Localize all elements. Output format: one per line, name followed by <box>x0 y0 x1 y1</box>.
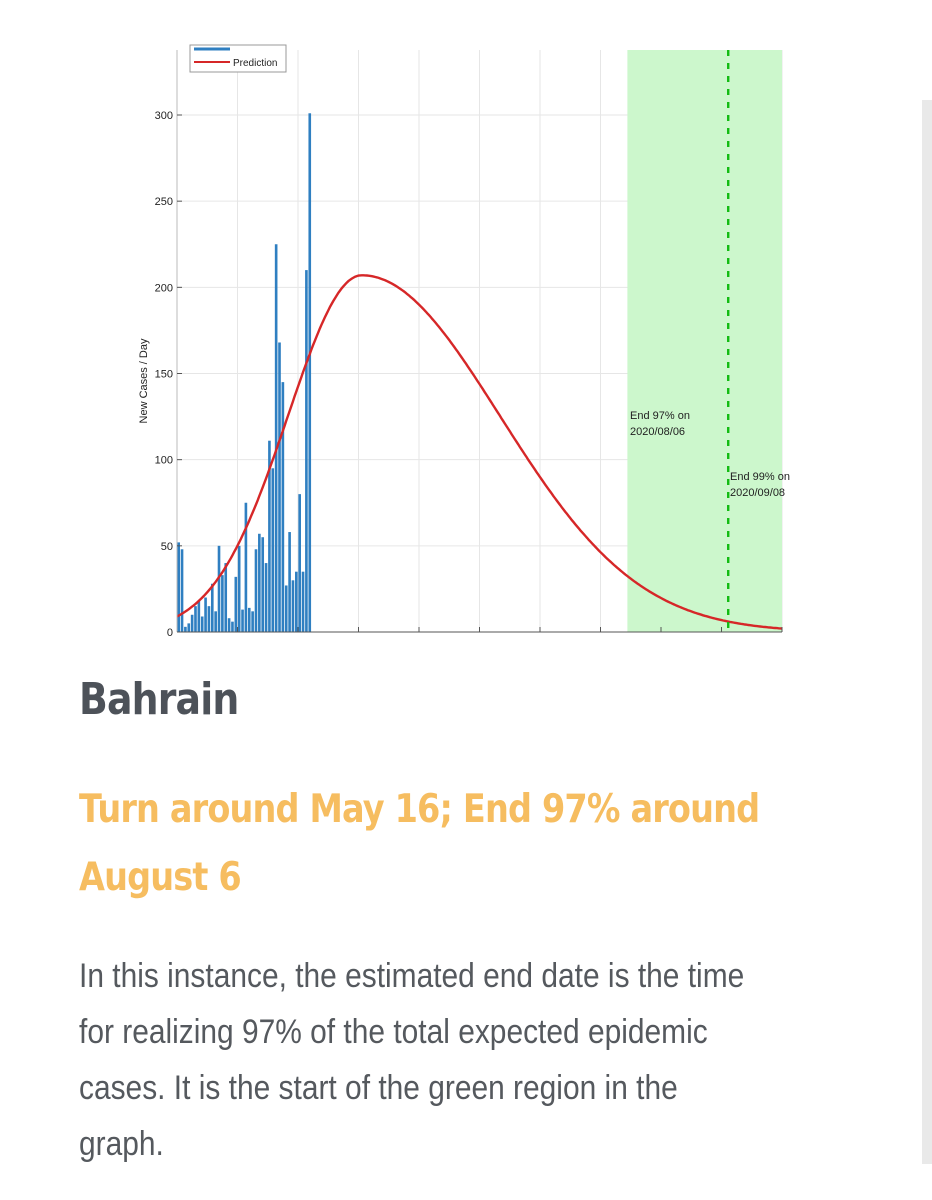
annotation-end97: End 97% on 2020/08/06 <box>630 410 690 438</box>
actual-bar <box>184 626 187 632</box>
actual-bar <box>295 571 298 632</box>
y-tick-label: 50 <box>161 541 173 553</box>
headline-line: Turn around May 16; End 97% around <box>79 787 760 832</box>
annotation-end99-line1: End 99% on <box>730 471 790 483</box>
y-tick-label: 0 <box>167 627 173 639</box>
actual-bar <box>281 382 285 632</box>
actual-bar <box>227 618 231 632</box>
actual-bar <box>234 576 238 632</box>
y-axis-label: New Cases / Day <box>138 338 150 423</box>
actual-bar <box>180 549 184 632</box>
end-period-region <box>627 50 782 632</box>
y-tick-label: 150 <box>155 369 173 381</box>
y-tick-label: 200 <box>155 282 173 294</box>
actual-bar <box>301 571 305 632</box>
actual-bar <box>217 545 221 632</box>
actual-bar <box>224 563 228 632</box>
epidemic-chart: 0 50 100 150 200 250 300 New Cases / Day Predi… <box>138 44 790 639</box>
actual-bar <box>214 611 217 632</box>
actual-bar <box>284 585 288 632</box>
y-tick-label: 100 <box>155 455 173 467</box>
actual-bar <box>204 597 207 632</box>
actual-bar <box>197 600 201 632</box>
y-ticks: 0 50 100 150 200 250 300 <box>155 110 182 639</box>
annotation-end99: End 99% on 2020/09/08 <box>730 471 790 499</box>
body-line: In this instance, the estimated end date… <box>79 957 745 995</box>
actual-bar <box>241 609 244 632</box>
actual-bar <box>278 342 281 632</box>
actual-bar <box>274 244 278 632</box>
actual-bar <box>244 502 248 632</box>
prediction-curve <box>176 274 783 630</box>
actual-bar <box>221 575 224 632</box>
y-tick-label: 250 <box>155 196 173 208</box>
actual-bar <box>258 533 261 632</box>
body-line: cases. It is the start of the green regi… <box>79 1069 678 1107</box>
country-title: Bahrain <box>79 674 239 725</box>
actual-bar <box>288 532 291 632</box>
actual-bar <box>190 614 194 632</box>
actual-bar <box>264 563 268 632</box>
actual-bar <box>251 611 254 632</box>
annotation-end97-line2: 2020/08/06 <box>630 426 685 438</box>
actual-bar <box>231 621 234 632</box>
y-tick-label: 300 <box>155 110 173 122</box>
actual-bar <box>298 494 301 632</box>
actual-bar <box>187 623 191 632</box>
headline-line: August 6 <box>79 855 242 900</box>
actual-bar <box>308 113 312 632</box>
actual-bars <box>177 113 312 632</box>
actual-bar <box>177 542 180 632</box>
article-body: In this instance, the estimated end date… <box>79 948 879 1172</box>
annotation-end97-line1: End 97% on <box>630 410 690 422</box>
actual-bar <box>210 583 214 632</box>
chart-axes <box>176 50 783 633</box>
actual-bar <box>305 270 308 632</box>
actual-bar <box>254 549 258 632</box>
actual-bar <box>237 545 241 632</box>
actual-bar <box>268 440 271 632</box>
article-headline: Turn around May 16; End 97% around Augus… <box>79 776 899 912</box>
actual-bar <box>271 468 275 632</box>
annotation-end99-line2: 2020/09/08 <box>730 487 785 499</box>
chart-legend: Prediction <box>189 44 287 73</box>
actual-bar <box>200 616 204 632</box>
actual-bar <box>261 537 265 632</box>
legend-prediction-label: Prediction <box>233 58 277 69</box>
actual-bar <box>207 606 211 632</box>
actual-bar <box>247 607 251 632</box>
scrollbar[interactable] <box>922 100 932 1164</box>
actual-bar <box>291 580 295 632</box>
body-line: for realizing 97% of the total expected … <box>79 1013 708 1051</box>
actual-bar <box>194 606 197 632</box>
body-line: graph. <box>79 1125 164 1163</box>
